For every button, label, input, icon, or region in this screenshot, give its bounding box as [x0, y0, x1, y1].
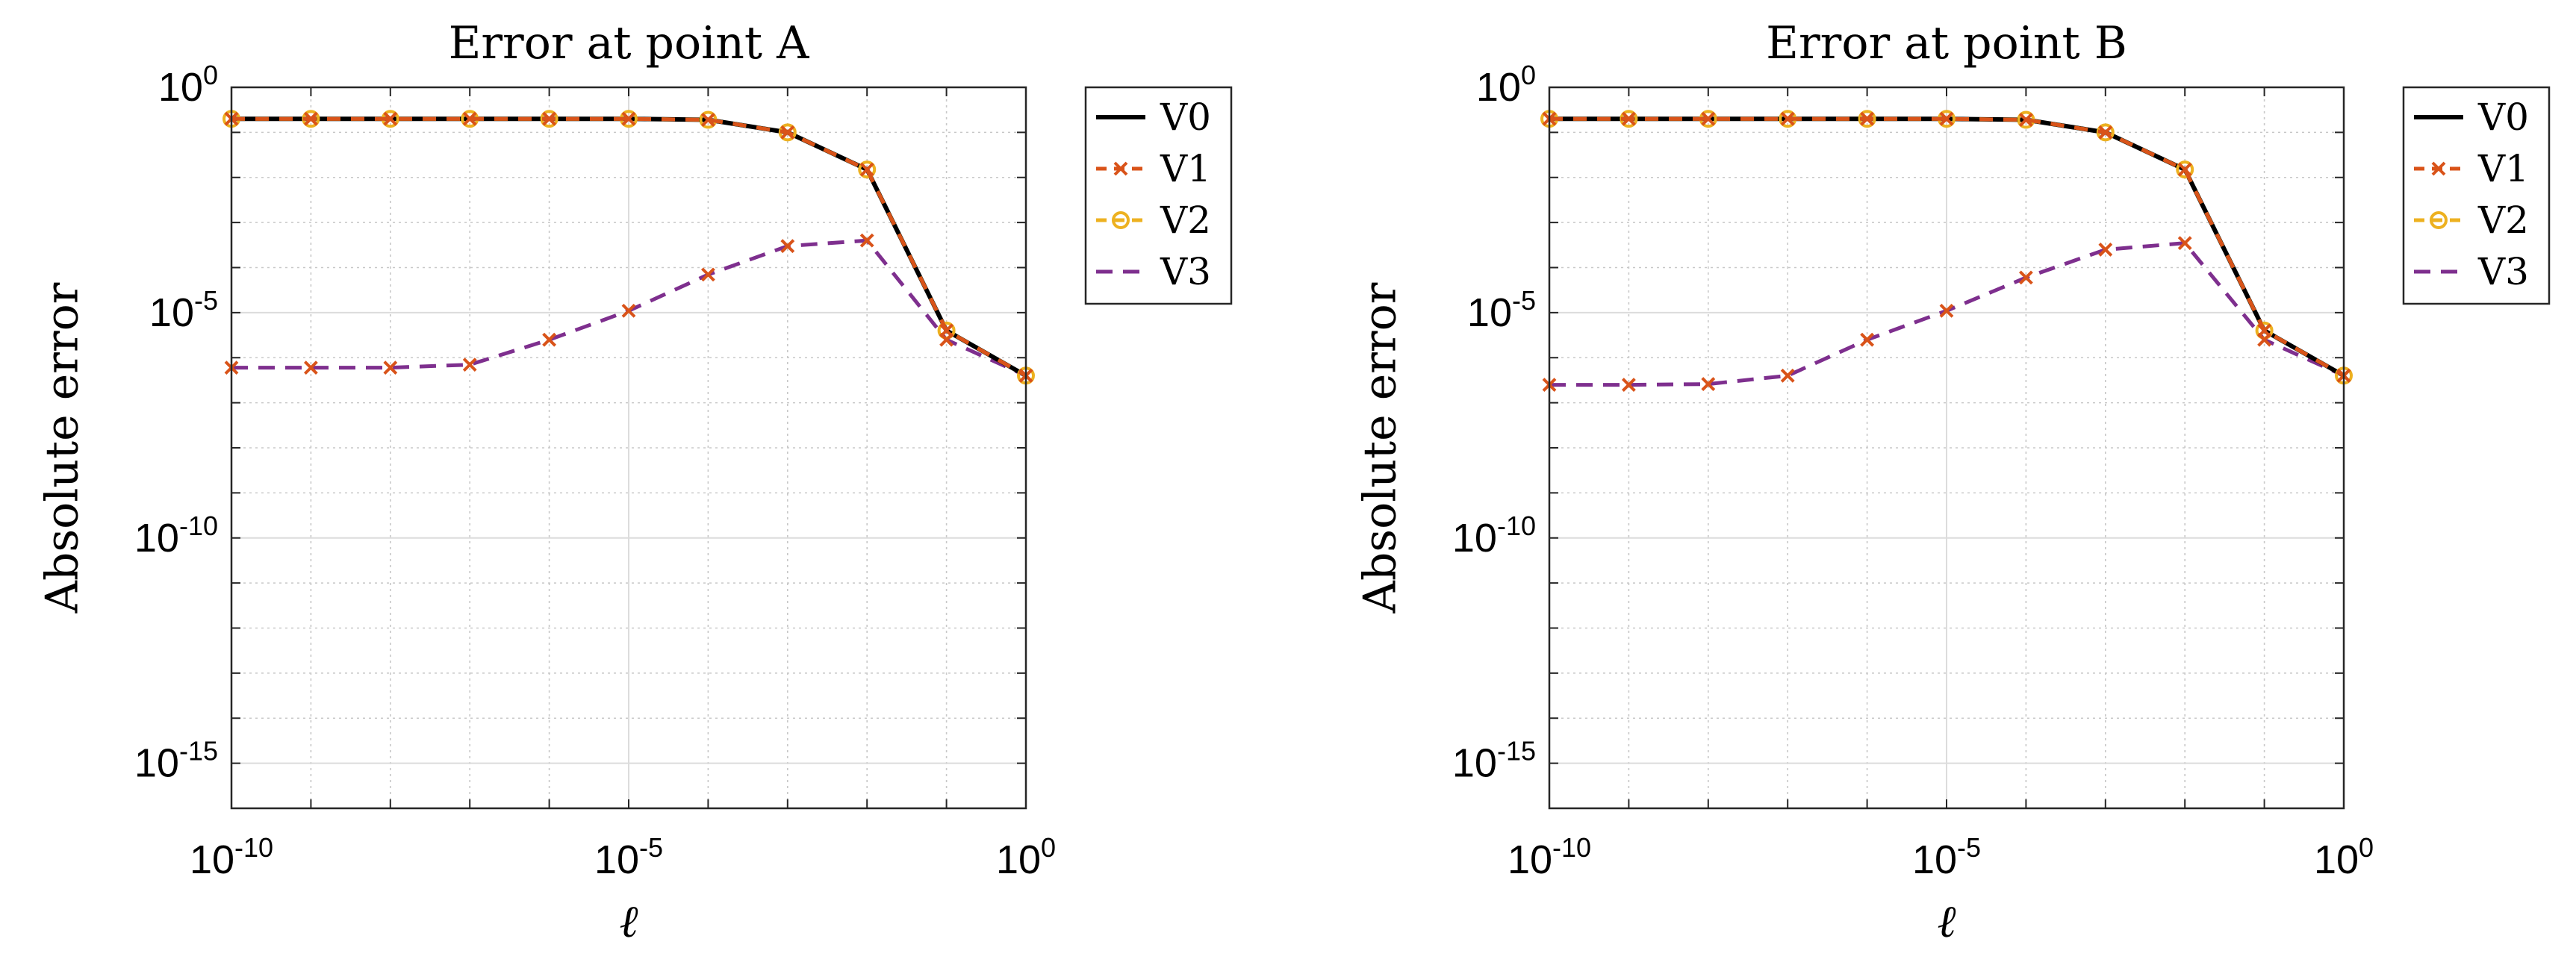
legend-label-v2: V2: [2477, 199, 2529, 242]
x-axis-label: ℓ: [1938, 896, 1956, 948]
data-point-v1: [621, 303, 636, 318]
legend: V0 V1 V2 V3: [1084, 86, 1233, 305]
data-point-v1: [303, 111, 318, 126]
x-tick-label: 10-5: [1912, 832, 1981, 882]
axes-box: [230, 86, 1027, 810]
legend-label-v1: V1: [1160, 147, 1211, 190]
data-point-v1: [2098, 243, 2113, 257]
data-point-v1: [1860, 111, 1875, 126]
y-tick-label: 10-5: [1467, 285, 1536, 335]
data-point-v1: [2018, 113, 2033, 127]
legend-marker-v2: [1112, 211, 1130, 229]
x-tick-label: 10-10: [190, 832, 273, 882]
data-point-v1: [700, 267, 715, 282]
legend: V0 V1 V2 V3: [2402, 86, 2551, 305]
data-point-v1: [1939, 303, 1954, 318]
data-point-v1: [859, 233, 874, 248]
y-tick-label: 10-10: [1452, 511, 1536, 561]
data-point-v1: [2177, 236, 2192, 251]
data-point-v1: [1701, 111, 1716, 126]
data-point-v1: [1701, 377, 1716, 391]
data-point-v1: [1939, 111, 1954, 126]
data-point-v1: [1621, 111, 1636, 126]
chart-panel-b: Error at point B ℓ Absolute error 10-10 10-5…: [1354, 17, 2551, 948]
data-point-v1: [1780, 368, 1795, 383]
data-point-v1: [780, 239, 795, 254]
axes-box: [1548, 86, 2345, 810]
legend-marker-v1: [1113, 161, 1128, 176]
y-tick-label: 10-15: [134, 736, 218, 786]
data-point-v1: [2018, 270, 2033, 285]
data-point-v1: [1860, 332, 1875, 347]
y-tick-label: 10-15: [1452, 736, 1536, 786]
data-point-v1: [542, 111, 557, 126]
y-tick-label: 10-5: [149, 285, 218, 335]
data-point-v1: [621, 111, 636, 126]
x-tick-label: 100: [2314, 832, 2374, 882]
data-point-v1: [462, 358, 477, 372]
legend-label-v1: V1: [2477, 147, 2529, 190]
data-point-v1: [780, 125, 795, 140]
data-point-v2: [1858, 110, 1876, 128]
legend-marker-v2: [2430, 211, 2448, 229]
data-point-v2: [858, 160, 877, 179]
chart-panel-a: Error at point A ℓ Absolute error 10-10 10-5…: [37, 17, 1233, 948]
series-line-v1: [231, 116, 1027, 378]
y-axis-label: Absolute error: [37, 282, 89, 614]
legend-label-v3: V3: [1160, 250, 1211, 293]
chart-title: Error at point B: [1766, 17, 2127, 69]
legend-label-v0: V0: [2477, 96, 2529, 139]
data-point-v1: [939, 332, 954, 347]
data-point-v1: [383, 360, 398, 375]
data-point-v1: [383, 111, 398, 126]
series-line-v1: [1549, 116, 2345, 378]
data-point-v1: [2098, 125, 2113, 140]
x-tick-label: 10-5: [594, 832, 663, 882]
data-point-v1: [2177, 162, 2192, 177]
x-axis-label: ℓ: [620, 896, 638, 948]
data-point-v1: [2257, 332, 2272, 347]
legend-marker-v1: [2431, 161, 2446, 176]
y-axis-label: Absolute error: [1354, 282, 1407, 614]
data-point-v2: [540, 110, 559, 128]
legend-box: [2402, 86, 2551, 305]
data-point-v1: [1621, 378, 1636, 393]
y-tick-label: 100: [158, 60, 218, 110]
data-point-v1: [462, 111, 477, 126]
data-point-v1: [1780, 111, 1795, 126]
data-point-v1: [700, 113, 715, 127]
y-tick-label: 10-10: [134, 511, 218, 561]
chart-title: Error at point A: [449, 17, 810, 69]
y-tick-label: 100: [1476, 60, 1536, 110]
legend-label-v0: V0: [1160, 96, 1211, 139]
data-point-v1: [542, 332, 557, 347]
legend-box: [1084, 86, 1233, 305]
data-point-v1: [303, 360, 318, 375]
x-tick-label: 10-10: [1508, 832, 1591, 882]
data-point-v1: [859, 162, 874, 177]
data-point-v2: [2176, 160, 2194, 179]
legend-label-v3: V3: [2477, 250, 2529, 293]
x-tick-label: 100: [996, 832, 1056, 882]
legend-label-v2: V2: [1160, 199, 1211, 242]
